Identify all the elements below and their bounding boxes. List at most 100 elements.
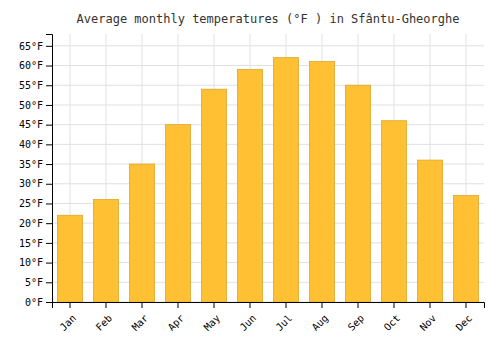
bar: [381, 121, 406, 302]
x-tick: Mar: [130, 302, 151, 333]
x-tick-mark: [142, 302, 143, 308]
y-tick-mark: [46, 223, 52, 224]
x-tick-label: May: [202, 312, 223, 333]
y-tick-label: 5°F: [25, 277, 43, 288]
y-tick: 60°F: [19, 60, 52, 71]
y-tick-mark: [46, 302, 52, 303]
y-tick-label: 15°F: [19, 238, 43, 249]
x-tick: Dec: [454, 302, 475, 333]
bar: [93, 200, 118, 302]
y-tick-label: 25°F: [19, 198, 43, 209]
y-tick-label: 40°F: [19, 139, 43, 150]
x-tick: Oct: [382, 302, 403, 333]
y-tick-mark: [46, 243, 52, 244]
x-tick-label: Jul: [274, 312, 295, 333]
x-tick-mark: [70, 302, 71, 308]
x-tick-mark: [394, 302, 395, 308]
x-tick-mark: [430, 302, 431, 308]
x-tick: Apr: [166, 302, 187, 333]
y-tick: 0°F: [25, 297, 52, 308]
y-tick: 30°F: [19, 178, 52, 189]
y-tick-label: 65°F: [19, 41, 43, 52]
y-axis-line: [46, 35, 53, 303]
x-tick-label: Nov: [418, 312, 439, 333]
x-axis: Jan Feb Mar Apr May Jun Jul Aug Sep Oct Nov Dec: [53, 302, 485, 333]
bar: [417, 160, 442, 302]
y-tick: 45°F: [19, 119, 52, 130]
plot: 0°F 5°F 10°F 15°F 20°F 25°F 30°F 35°F 40°F 45°F 50…: [19, 34, 485, 333]
x-tick-mark: [106, 302, 107, 308]
bar: [165, 125, 190, 302]
grid-line-y: [52, 65, 484, 66]
x-tick-mark: [322, 302, 323, 308]
y-tick-mark: [46, 85, 52, 86]
x-tick: Nov: [418, 302, 439, 333]
x-tick-label: Aug: [310, 312, 331, 333]
x-tick: May: [202, 302, 223, 333]
x-tick-label: Sep: [346, 312, 367, 333]
x-tick: Jul: [274, 302, 295, 333]
x-tick: Feb: [94, 302, 115, 333]
y-tick: 55°F: [19, 80, 52, 91]
x-tick: Jun: [238, 302, 259, 333]
x-tick-label: Apr: [166, 312, 187, 333]
x-tick-label: Mar: [130, 312, 151, 333]
y-tick-mark: [46, 164, 52, 165]
bar: [57, 215, 82, 302]
x-tick-label: Feb: [94, 312, 115, 333]
y-tick-mark: [46, 203, 52, 204]
x-tick-label: Dec: [454, 312, 475, 333]
title: Average monthly temperatures (°F ) in Sf…: [77, 12, 460, 26]
bar: [273, 58, 298, 302]
y-tick: 20°F: [19, 218, 52, 229]
y-tick-label: 35°F: [19, 159, 43, 170]
y-tick: 65°F: [19, 41, 52, 52]
y-tick: 50°F: [19, 100, 52, 111]
y-tick-label: 30°F: [19, 178, 43, 189]
grid: [52, 34, 484, 302]
y-tick: 10°F: [19, 257, 52, 268]
x-tick-mark: [466, 302, 467, 308]
grid-line-y: [52, 85, 484, 86]
bar: [453, 196, 478, 302]
y-tick-label: 45°F: [19, 119, 43, 130]
y-tick-mark: [46, 263, 52, 264]
x-tick-label: Jun: [238, 312, 259, 333]
y-axis: 0°F 5°F 10°F 15°F 20°F 25°F 30°F 35°F 40°F 45°F 50…: [19, 35, 53, 308]
x-tick-label: Oct: [382, 312, 403, 333]
y-tick-mark: [46, 144, 52, 145]
y-tick: 15°F: [19, 238, 52, 249]
y-tick-label: 0°F: [25, 297, 43, 308]
bar: [309, 62, 334, 302]
y-tick-mark: [46, 46, 52, 47]
y-tick-label: 50°F: [19, 100, 43, 111]
grid-line-y: [52, 144, 484, 145]
y-tick-label: 20°F: [19, 218, 43, 229]
x-tick: Aug: [310, 302, 331, 333]
y-tick-mark: [46, 125, 52, 126]
x-tick-mark: [214, 302, 215, 308]
y-tick-label: 60°F: [19, 60, 43, 71]
chart: 0°F 5°F 10°F 15°F 20°F 25°F 30°F 35°F 40°F 45°F 50…: [0, 0, 500, 350]
y-tick-mark: [46, 282, 52, 283]
bars: [57, 58, 478, 302]
x-tick-mark: [178, 302, 179, 308]
x-tick-mark: [358, 302, 359, 308]
x-tick-mark: [286, 302, 287, 308]
x-tick: Sep: [346, 302, 367, 333]
y-tick-label: 55°F: [19, 80, 43, 91]
x-tick: Jan: [58, 302, 79, 333]
y-tick-mark: [46, 105, 52, 106]
y-tick: 40°F: [19, 139, 52, 150]
y-tick-mark: [46, 66, 52, 67]
bar: [201, 89, 226, 302]
grid-line-y: [52, 45, 484, 46]
bar: [345, 85, 370, 302]
grid-line-y: [52, 104, 484, 105]
x-axis-line: [53, 303, 485, 309]
x-tick-mark: [250, 302, 251, 308]
bar: [237, 69, 262, 302]
y-tick: 35°F: [19, 159, 52, 170]
y-tick-label: 10°F: [19, 257, 43, 268]
grid-line-y: [52, 124, 484, 125]
